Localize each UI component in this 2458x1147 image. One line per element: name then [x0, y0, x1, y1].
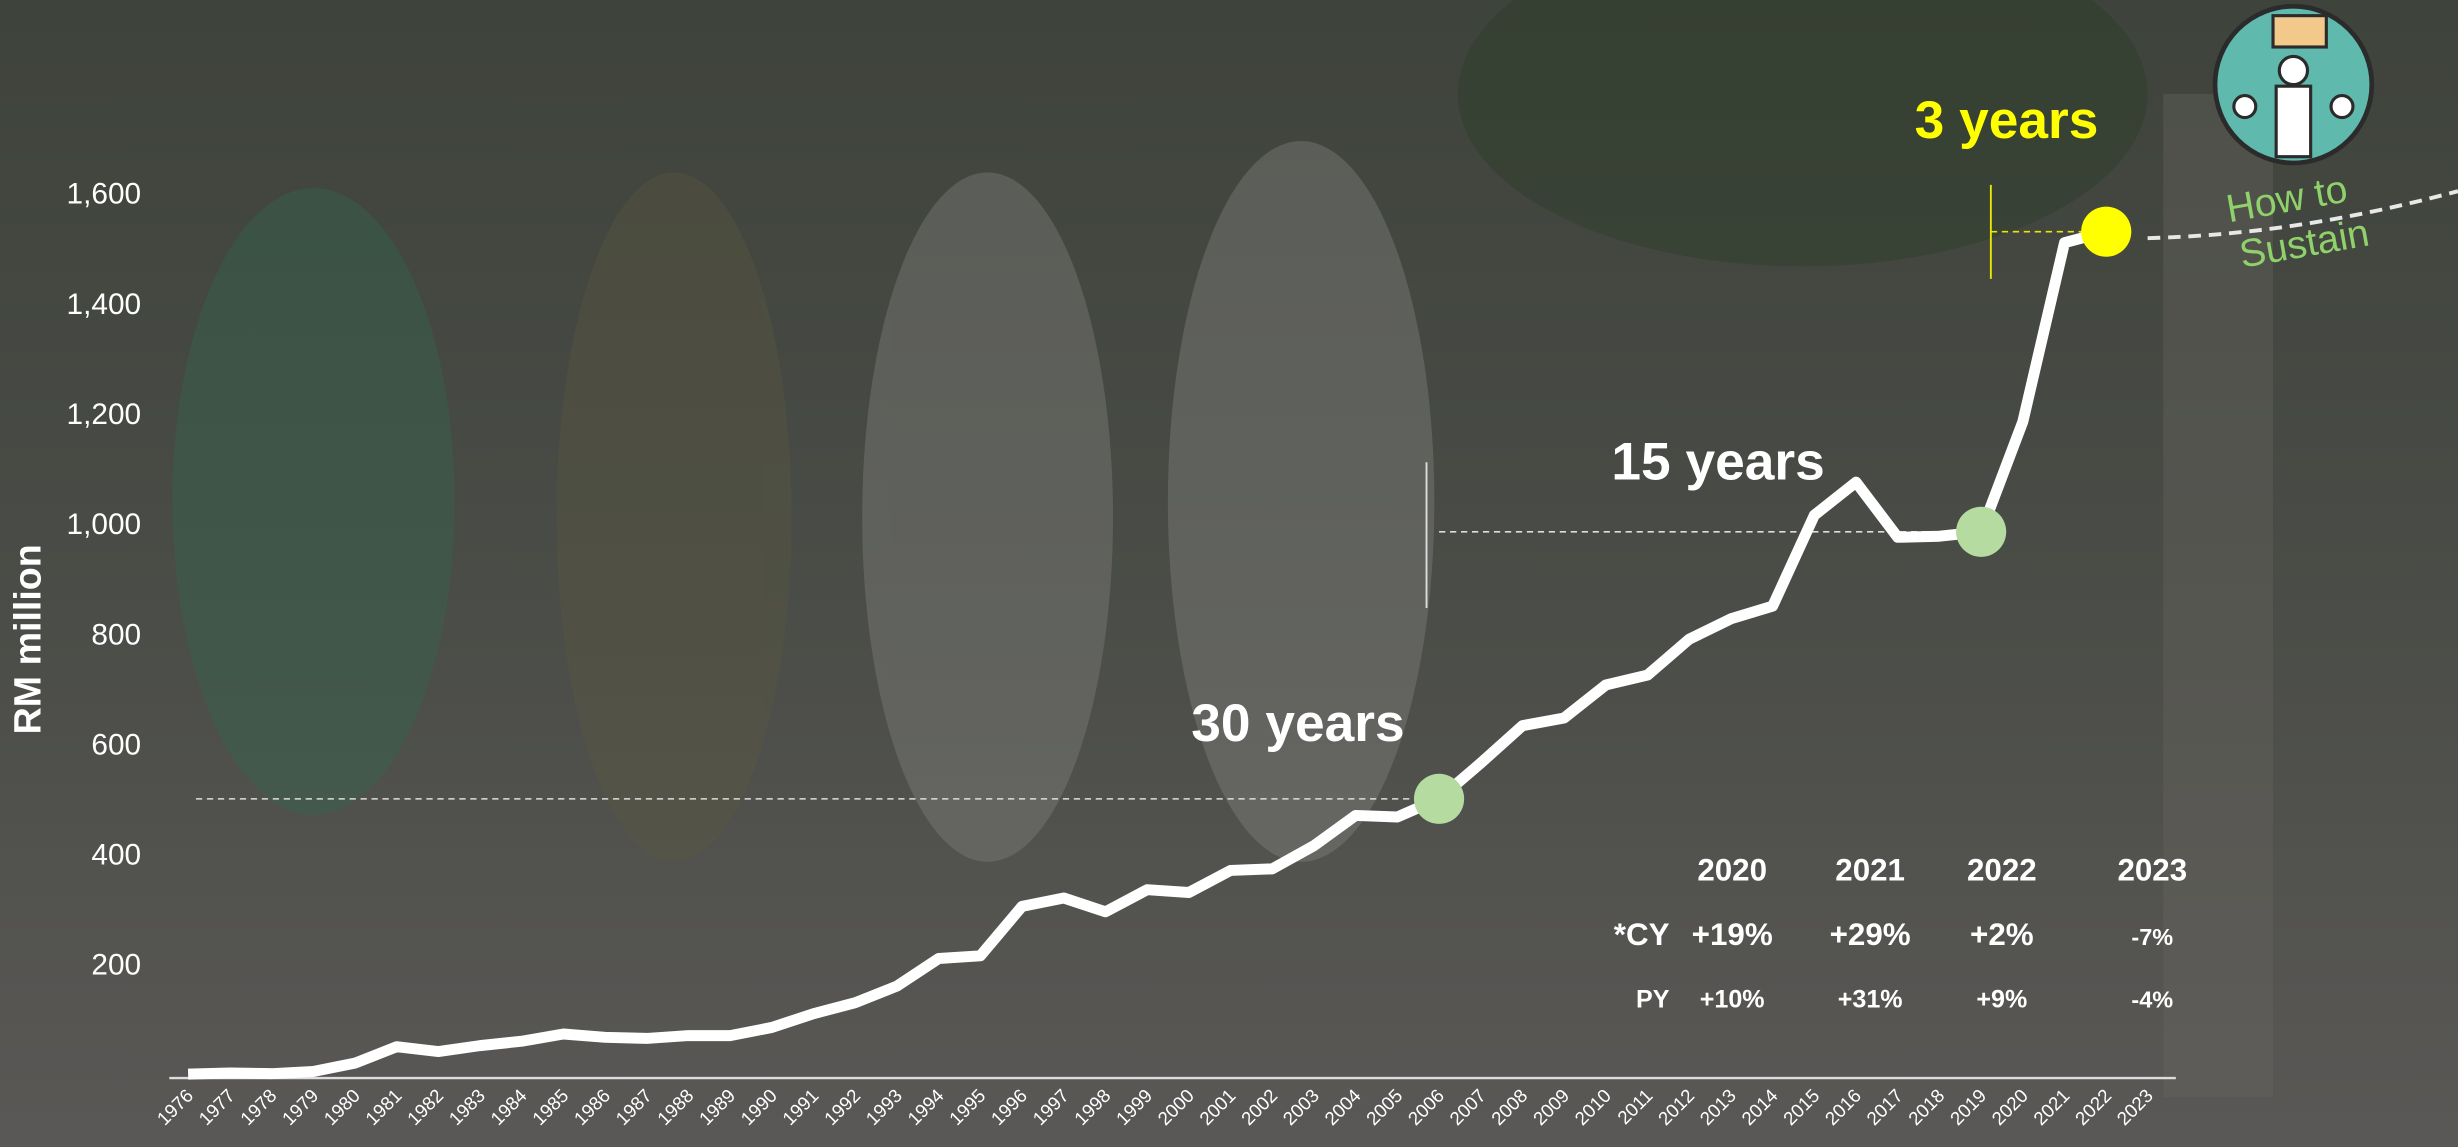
milestone-marker [1956, 507, 2006, 557]
table-row-label: *CY [1614, 917, 1670, 952]
y-tick-label: 1,000 [67, 508, 142, 541]
table-cell: -7% [2131, 924, 2173, 950]
milestone-marker [1414, 774, 1464, 824]
y-tick-label: 800 [91, 618, 141, 651]
table-cell: +10% [1700, 986, 1765, 1014]
table-cell: -4% [2131, 987, 2173, 1013]
chart: How toSustain RM million 2004006008001,0… [0, 0, 2458, 1147]
milestone-label: 3 years [1915, 91, 2099, 150]
table-cell: +29% [1830, 917, 1911, 952]
y-tick-label: 1,400 [67, 288, 142, 321]
sustain-icon [2215, 6, 2372, 163]
table-header: 2023 [2117, 853, 2187, 888]
milestone-marker [2081, 207, 2131, 257]
table-header: 2021 [1835, 853, 1905, 888]
table-header: 2020 [1697, 853, 1767, 888]
y-tick-label: 200 [91, 949, 141, 982]
y-tick-label: 1,600 [67, 178, 142, 211]
milestone-label: 30 years [1191, 694, 1404, 753]
y-tick-label: 400 [91, 839, 141, 872]
table-cell: +31% [1838, 986, 1903, 1014]
table-cell: +9% [1976, 986, 2027, 1014]
milestone-label: 15 years [1611, 432, 1824, 491]
table-cell: +19% [1692, 917, 1773, 952]
table-row-label: PY [1636, 986, 1670, 1014]
y-tick-label: 1,200 [67, 398, 142, 431]
table-header: 2022 [1967, 853, 2037, 888]
table-cell: +2% [1970, 917, 2034, 952]
y-tick-label: 600 [91, 728, 141, 761]
y-axis-label: RM million [7, 544, 49, 734]
